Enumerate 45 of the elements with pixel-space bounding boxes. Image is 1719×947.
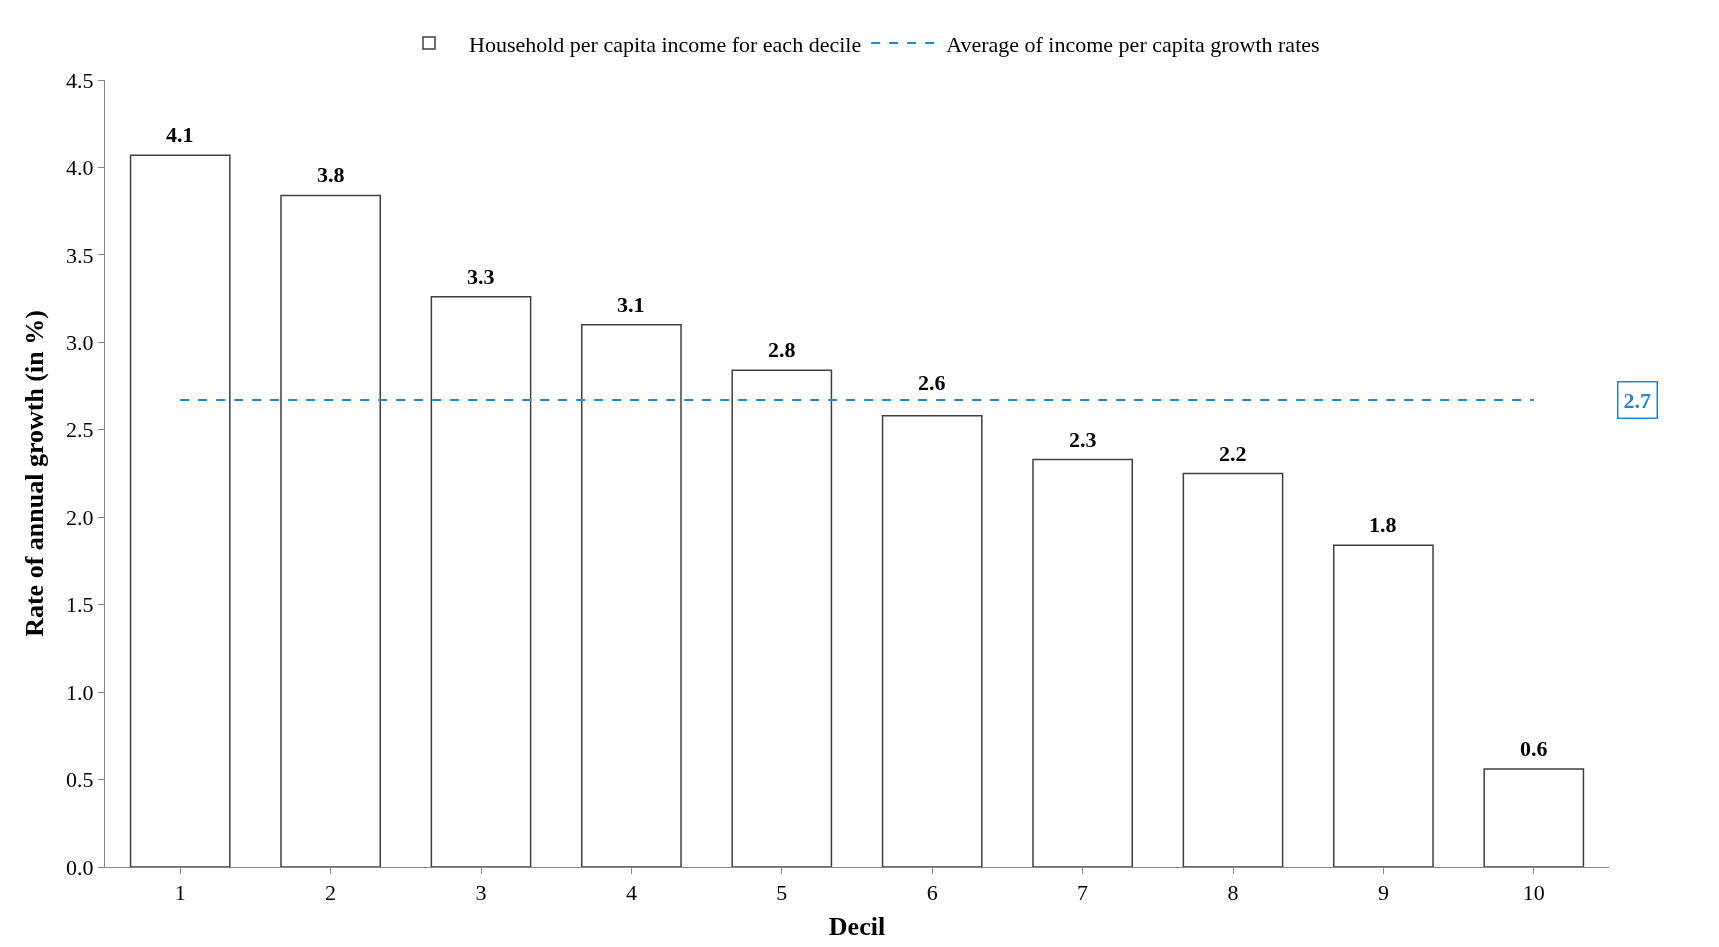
bar xyxy=(1483,768,1585,867)
x-tick-label: 2 xyxy=(325,880,337,906)
y-axis-title: Rate of annual growth (in %) xyxy=(20,310,50,637)
data-label: 2.8 xyxy=(768,337,796,362)
data-label: 1.8 xyxy=(1369,512,1397,537)
data-label: 2.6 xyxy=(918,370,946,395)
x-tick-label: 1 xyxy=(174,880,186,906)
y-tick-label: 4.0 xyxy=(66,155,94,181)
y-tick-label: 3.5 xyxy=(66,242,94,268)
y-tick-label: 2.0 xyxy=(66,504,94,530)
bar xyxy=(129,154,231,867)
bar xyxy=(731,369,833,867)
bar xyxy=(881,415,983,867)
y-tick-label: 1.0 xyxy=(66,679,94,705)
bar xyxy=(1182,472,1284,867)
x-axis-title: Decil xyxy=(828,912,886,942)
y-tick-label: 4.5 xyxy=(66,67,94,93)
x-tick-label: 8 xyxy=(1227,880,1239,906)
x-tick-label: 6 xyxy=(926,880,938,906)
y-tick-label: 0.5 xyxy=(66,767,94,793)
x-tick-label: 7 xyxy=(1077,880,1089,906)
text: 2.7 xyxy=(1623,387,1651,413)
legend-label: Average of income per capita growth rates xyxy=(946,31,1320,57)
data-label: 2.2 xyxy=(1219,441,1247,466)
data-label: 2.3 xyxy=(1069,427,1097,452)
legend-label: Household per capita income for each decile xyxy=(469,31,862,57)
bar xyxy=(1032,458,1133,867)
data-label: 0.6 xyxy=(1520,736,1548,761)
data-label: 3.1 xyxy=(617,292,645,317)
y-tick-label: 0.0 xyxy=(66,854,94,880)
data-label: 4.1 xyxy=(166,122,194,147)
y-tick-label: 1.5 xyxy=(66,592,94,618)
x-tick-label: 3 xyxy=(475,880,487,906)
y-tick-label: 2.5 xyxy=(66,417,94,443)
x-tick-label: 5 xyxy=(776,880,788,906)
x-tick-label: 9 xyxy=(1377,880,1389,906)
bar xyxy=(581,324,682,867)
data-label: 3.3 xyxy=(467,264,495,289)
x-tick-label: 10 xyxy=(1522,880,1545,906)
y-tick-label: 3.0 xyxy=(66,330,94,356)
bar xyxy=(430,296,532,867)
bar xyxy=(1333,544,1434,867)
data-label: 3.8 xyxy=(317,162,345,187)
bar xyxy=(280,194,381,867)
x-tick-label: 4 xyxy=(625,880,637,906)
